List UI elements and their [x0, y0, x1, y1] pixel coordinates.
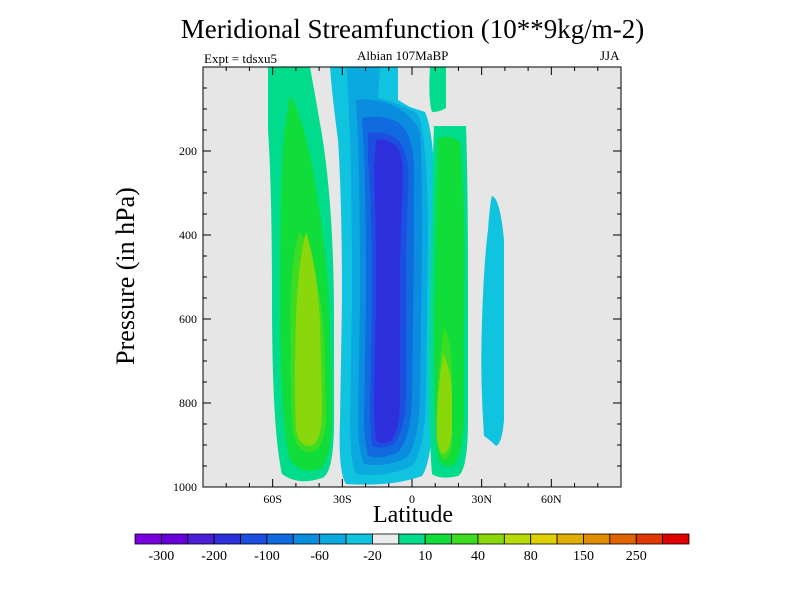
colorbar-swatch — [398, 533, 426, 545]
colorbar-swatch — [187, 533, 215, 545]
colorbar-swatch — [451, 533, 479, 545]
colorbar-swatch — [556, 533, 584, 545]
x-tick-label: 60S — [263, 492, 282, 506]
x-tick-label: 30S — [333, 492, 352, 506]
colorbar-swatch — [662, 533, 690, 545]
contour-main-neg-120 — [374, 139, 403, 443]
colorbar-swatch — [319, 533, 347, 545]
axis-ticks: 60S 30S 0 30N 60N 200 400 600 800 1000 — [173, 67, 621, 506]
y-tick-label: 400 — [179, 228, 197, 242]
colorbar-swatch — [213, 533, 241, 545]
y-tick-label: 1000 — [173, 480, 197, 494]
colorbar-label: -200 — [201, 549, 227, 564]
season-label: JJA — [600, 48, 620, 63]
colorbar-swatch — [240, 533, 268, 545]
colorbar-swatch — [345, 533, 373, 545]
y-tick-label: 200 — [179, 144, 197, 158]
colorbar-swatch — [424, 533, 452, 545]
colorbar-label: -100 — [254, 549, 280, 564]
colorbar-label: 150 — [573, 549, 594, 564]
contour-nh-cell-10 — [429, 67, 446, 112]
colorbar: -300 -200 -100 -60 -20 10 40 80 150 250 — [134, 533, 690, 564]
contour-nh-neg-20 — [481, 196, 504, 446]
y-tick-label: 600 — [179, 312, 197, 326]
experiment-label: Expt = tdsxu5 — [204, 51, 278, 66]
contour-nh-cell-40 — [437, 354, 452, 454]
x-tick-label: 60N — [541, 492, 562, 506]
contour-field — [268, 67, 504, 485]
colorbar-label: 80 — [524, 549, 538, 564]
colorbar-swatch — [134, 533, 162, 545]
chart-title: Meridional Streamfunction (10**9kg/m-2) — [180, 14, 645, 44]
colorbar-swatch — [266, 533, 294, 545]
colorbar-label: 40 — [471, 549, 485, 564]
colorbar-swatch — [372, 533, 400, 545]
colorbar-swatch — [635, 533, 664, 545]
colorbar-label: -300 — [149, 549, 175, 564]
colorbar-label: 10 — [418, 549, 432, 564]
x-tick-label: 0 — [409, 492, 415, 506]
period-label: Albian 107MaBP — [357, 48, 449, 63]
x-axis-label: Latitude — [373, 502, 453, 528]
contour-sh-cell-40 — [295, 232, 322, 446]
y-tick-label: 800 — [179, 396, 197, 410]
colorbar-swatch — [583, 533, 611, 545]
colorbar-swatch — [477, 533, 505, 545]
colorbar-swatch — [160, 533, 189, 545]
colorbar-label: 250 — [626, 549, 647, 564]
colorbar-label: -60 — [310, 549, 329, 564]
colorbar-swatch — [292, 533, 321, 545]
colorbar-swatch — [530, 533, 558, 545]
x-tick-label: 30N — [471, 492, 492, 506]
colorbar-swatch — [609, 533, 637, 545]
colorbar-swatch — [503, 533, 532, 545]
colorbar-label: -20 — [363, 549, 382, 564]
